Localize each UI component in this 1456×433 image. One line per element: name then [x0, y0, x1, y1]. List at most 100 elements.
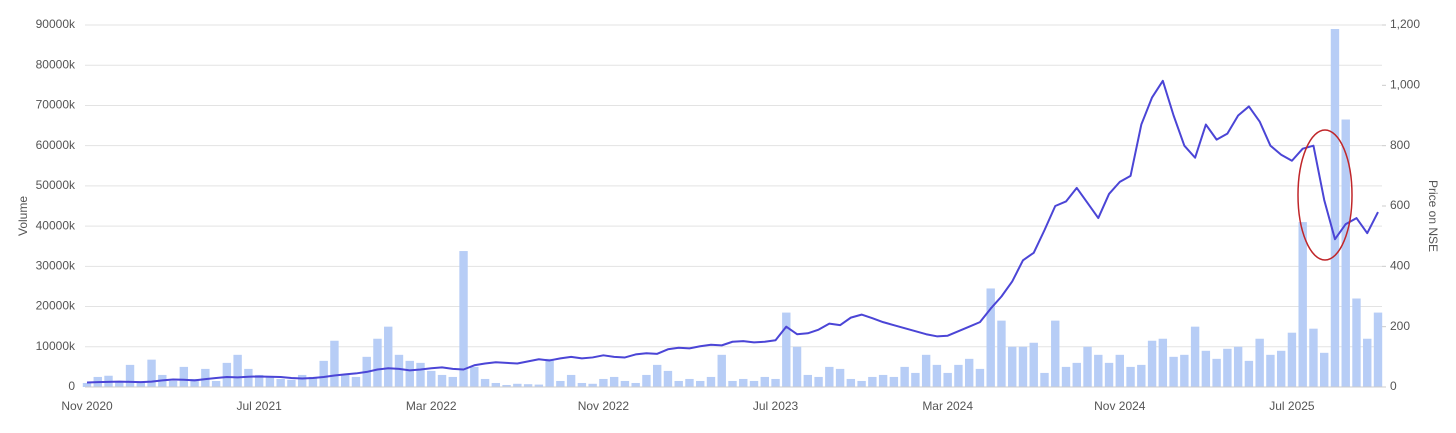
volume-bar — [1201, 350, 1211, 387]
y2-tick-label: 1,000 — [1390, 78, 1420, 92]
y2-tick-label: 1,200 — [1390, 17, 1420, 31]
y-tick-label: 0 — [68, 379, 75, 393]
volume-bar — [696, 380, 705, 387]
volume-bar — [556, 380, 565, 387]
volume-bar — [136, 382, 145, 387]
volume-bar — [1137, 364, 1146, 387]
volume-bar — [1330, 29, 1340, 388]
volume-bar — [523, 384, 533, 387]
volume-bar — [771, 378, 780, 387]
x-tick-label: Jul 2023 — [753, 399, 799, 413]
volume-bar — [168, 380, 178, 387]
volume-bar — [986, 288, 995, 387]
volume-bar — [1115, 354, 1124, 387]
volume-bar — [588, 383, 597, 387]
volume-bar — [911, 372, 920, 387]
volume-bar — [179, 366, 189, 387]
volume-bar — [706, 376, 716, 387]
volume-bar — [1276, 350, 1286, 387]
volume-bar — [437, 374, 447, 387]
volume-bar — [663, 370, 673, 387]
volume-bar — [502, 384, 511, 387]
volume-bar — [835, 368, 845, 387]
x-tick-label: Mar 2022 — [406, 399, 457, 413]
y-tick-label: 80000k — [36, 57, 76, 71]
volume-bar — [384, 326, 393, 387]
volume-bar — [1373, 312, 1383, 387]
volume-bar — [1158, 338, 1168, 387]
y2-tick-label: 0 — [1390, 379, 1397, 393]
volume-bar — [609, 376, 619, 387]
volume-bar — [1104, 362, 1114, 387]
volume-bar — [1072, 362, 1081, 387]
volume-bar — [1287, 332, 1297, 387]
volume-bar — [222, 362, 232, 387]
volume-bar — [997, 320, 1006, 387]
volume-bar — [846, 378, 856, 387]
x-tick-label: Nov 2020 — [61, 399, 113, 413]
volume-bar — [674, 380, 683, 387]
y-tick-label: 10000k — [36, 339, 76, 353]
volume-bar — [792, 346, 802, 387]
volume-bar — [566, 374, 576, 387]
volume-bar — [308, 376, 318, 387]
volume-bar — [427, 370, 436, 387]
volume-bar — [631, 382, 640, 387]
volume-bar — [1298, 222, 1307, 387]
volume-bar — [728, 380, 737, 387]
volume-bar — [1094, 354, 1103, 387]
volume-bar — [889, 376, 899, 387]
volume-bar — [1266, 354, 1275, 387]
volume-bar — [1147, 340, 1157, 387]
volume-bar — [1320, 352, 1329, 387]
volume-bar — [448, 376, 457, 387]
volume-bar — [878, 374, 888, 387]
highlight-ellipse — [1297, 129, 1353, 261]
y-axis-title: Volume — [16, 196, 30, 236]
volume-bar — [1233, 346, 1243, 387]
x-tick-label: Jul 2021 — [236, 399, 282, 413]
volume-bar — [287, 379, 296, 387]
y-tick-label: 50000k — [36, 178, 76, 192]
volume-bar — [115, 380, 124, 387]
volume-bar — [459, 251, 468, 387]
volume-bar — [254, 374, 264, 387]
y-tick-label: 40000k — [36, 218, 76, 232]
volume-bar — [739, 378, 748, 387]
volume-bar — [803, 374, 813, 387]
volume-bar — [265, 376, 275, 387]
volume-bar — [276, 378, 285, 387]
volume-bar — [470, 366, 479, 387]
volume-bar — [1018, 346, 1028, 387]
volume-bar — [244, 368, 253, 387]
volume-bar — [921, 354, 931, 387]
y-tick-label: 20000k — [36, 299, 76, 313]
volume-bar — [201, 368, 210, 387]
volume-bar — [964, 358, 974, 387]
volume-bar — [900, 366, 909, 387]
volume-bar — [1040, 372, 1049, 387]
volume-bar — [943, 372, 952, 387]
volume-bar — [319, 360, 328, 387]
volume-bar — [1255, 338, 1264, 387]
volume-bar — [1126, 366, 1135, 387]
volume-bar — [405, 360, 414, 387]
x-tick-label: Nov 2024 — [1094, 399, 1146, 413]
y-tick-label: 30000k — [36, 259, 76, 273]
volume-bar — [814, 376, 823, 387]
volume-bar — [330, 340, 339, 387]
y2-tick-label: 600 — [1390, 198, 1410, 212]
volume-bar — [545, 358, 554, 387]
volume-bar — [825, 366, 834, 387]
y-tick-label: 60000k — [36, 138, 76, 152]
volume-bar — [1223, 348, 1232, 387]
volume-bar — [211, 380, 221, 387]
volume-bar — [534, 384, 544, 387]
volume-bar — [491, 382, 501, 387]
x-tick-label: Mar 2024 — [922, 399, 973, 413]
volume-bar — [685, 378, 694, 387]
x-tick-label: Jul 2025 — [1269, 399, 1315, 413]
volume-bar — [1244, 360, 1254, 387]
y2-tick-label: 800 — [1390, 138, 1410, 152]
